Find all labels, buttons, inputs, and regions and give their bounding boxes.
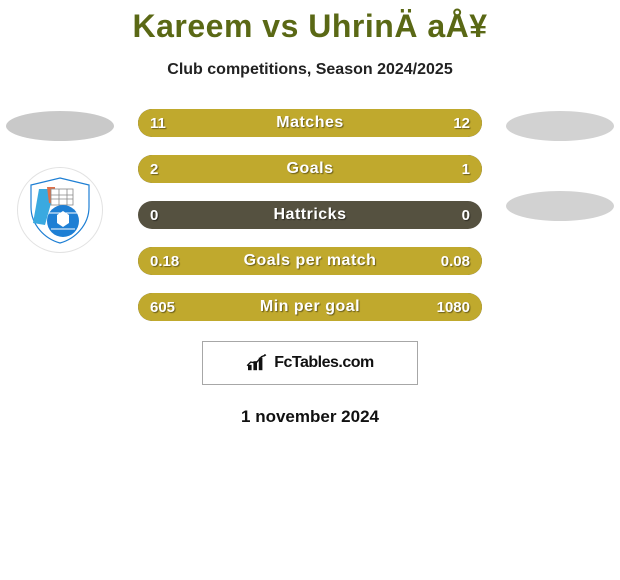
stat-bar-hattricks: 0 Hattricks 0 bbox=[138, 201, 482, 229]
watermark-box[interactable]: FcTables.com bbox=[202, 341, 418, 385]
stat-value-right: 1 bbox=[462, 155, 470, 183]
player-avatar-placeholder bbox=[506, 111, 614, 141]
stat-value-right: 0 bbox=[462, 201, 470, 229]
player-avatar-placeholder bbox=[6, 111, 114, 141]
stat-bar-goals: 2 Goals 1 bbox=[138, 155, 482, 183]
stat-label: Goals bbox=[138, 155, 482, 183]
comparison-row: 11 Matches 12 2 Goals 1 0 Hattricks 0 0.… bbox=[0, 109, 620, 321]
left-player-column bbox=[0, 111, 120, 253]
right-player-column bbox=[500, 111, 620, 221]
stat-bar-matches: 11 Matches 12 bbox=[138, 109, 482, 137]
stat-bars: 11 Matches 12 2 Goals 1 0 Hattricks 0 0.… bbox=[138, 109, 482, 321]
page-title: Kareem vs UhrinÄ aÅ¥ bbox=[0, 0, 620, 45]
stat-bar-goals-per-match: 0.18 Goals per match 0.08 bbox=[138, 247, 482, 275]
stat-label: Min per goal bbox=[138, 293, 482, 321]
as-of-date: 1 november 2024 bbox=[0, 407, 620, 427]
stat-label: Hattricks bbox=[138, 201, 482, 229]
stat-bar-min-per-goal: 605 Min per goal 1080 bbox=[138, 293, 482, 321]
club-badge-left bbox=[17, 167, 103, 253]
stat-value-right: 12 bbox=[453, 109, 470, 137]
club-badge-placeholder bbox=[506, 191, 614, 221]
subtitle: Club competitions, Season 2024/2025 bbox=[0, 61, 620, 79]
stat-label: Goals per match bbox=[138, 247, 482, 275]
watermark-text: FcTables.com bbox=[274, 354, 374, 372]
stat-value-right: 0.08 bbox=[441, 247, 470, 275]
stat-label: Matches bbox=[138, 109, 482, 137]
shield-icon bbox=[25, 175, 95, 245]
stat-value-right: 1080 bbox=[437, 293, 470, 321]
bar-chart-icon bbox=[246, 354, 268, 372]
